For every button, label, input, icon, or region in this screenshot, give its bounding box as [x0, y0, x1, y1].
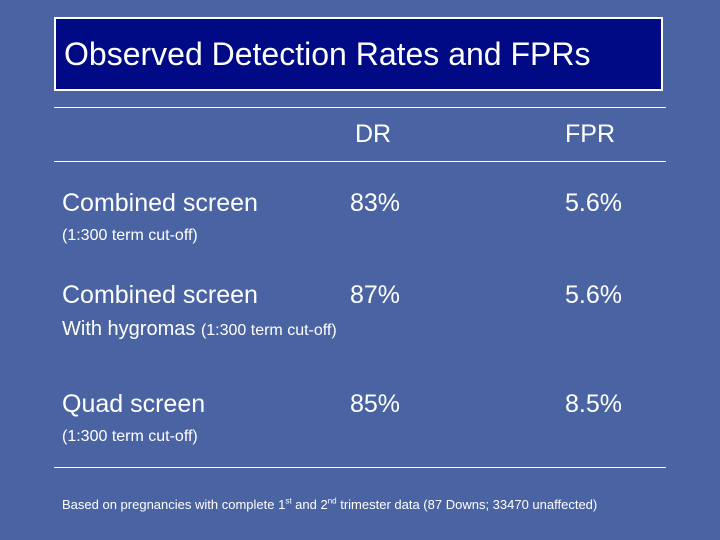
column-header-dr: DR	[355, 120, 392, 148]
footnote-part-1: Based on pregnancies with complete 1	[62, 497, 286, 512]
footnote-part-3: trimester data (87 Downs; 33470 unaffect…	[336, 497, 598, 512]
footnote: Based on pregnancies with complete 1st a…	[62, 497, 597, 512]
row-1-dr: 83%	[350, 189, 401, 217]
table-top-rule	[54, 107, 666, 108]
row-2-fpr: 5.6%	[565, 281, 622, 309]
footnote-part-2: and 2	[291, 497, 328, 512]
title-box: Observed Detection Rates and FPRs	[54, 17, 663, 91]
row-2-subline: With hygromas (1:300 term cut-off)	[62, 318, 337, 341]
header-rule	[54, 161, 666, 162]
row-1-label: Combined screen	[62, 189, 258, 217]
row-3-fpr: 8.5%	[565, 390, 622, 418]
row-2-dr: 87%	[350, 281, 401, 309]
row-3-dr: 85%	[350, 390, 401, 418]
row-1-fpr: 5.6%	[565, 189, 622, 217]
row-3-label: Quad screen	[62, 390, 206, 418]
row-2-subline-prefix: With hygromas	[62, 318, 196, 340]
column-header-fpr: FPR	[565, 120, 615, 148]
slide-title: Observed Detection Rates and FPRs	[64, 36, 591, 72]
row-3-note: (1:300 term cut-off)	[62, 428, 198, 445]
row-2-note: (1:300 term cut-off)	[200, 322, 337, 339]
row-2-label: Combined screen	[62, 281, 258, 309]
footnote-sup-2: nd	[327, 496, 337, 506]
row-1-note: (1:300 term cut-off)	[62, 227, 198, 244]
footnote-sup-1: st	[285, 496, 292, 506]
table-bottom-rule	[54, 467, 666, 468]
